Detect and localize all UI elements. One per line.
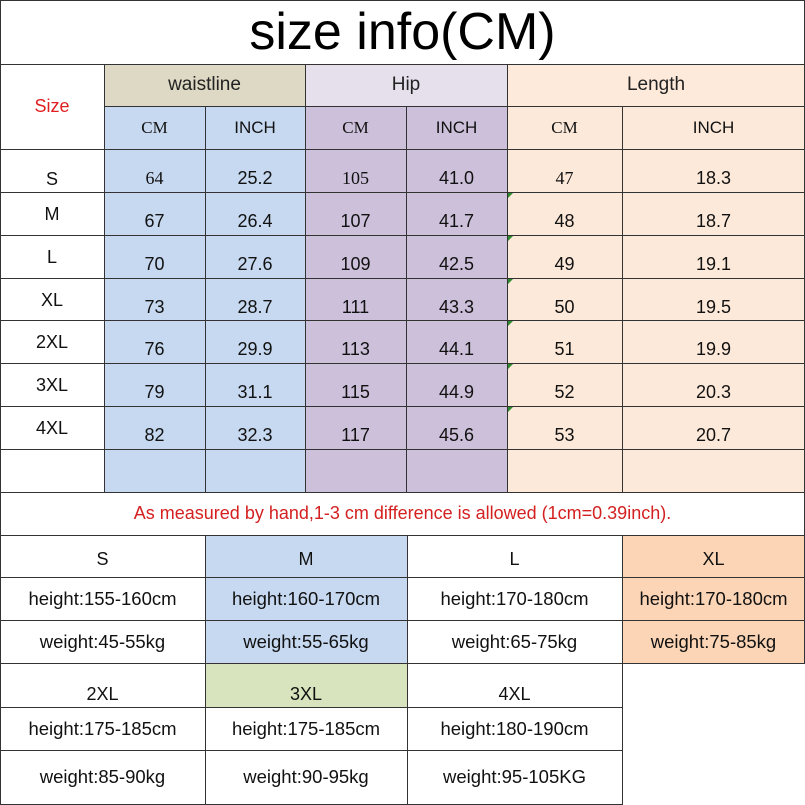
size-label: 4XL <box>35 418 69 438</box>
table-cell: 25.2 <box>237 168 273 188</box>
table-cell: 28.7 <box>237 296 273 317</box>
table-cell: 49 <box>554 254 575 274</box>
recommendation-weight: weight:90-95kg <box>243 766 369 787</box>
page-title: size info(CM) <box>249 3 556 61</box>
size-label: L <box>46 247 57 267</box>
table-cell: 32.3 <box>237 425 273 445</box>
table-cell: 113 <box>341 339 370 359</box>
table-cell: 44.1 <box>438 339 475 359</box>
size-label: S <box>45 169 58 189</box>
recommendation-weight: weight:75-85kg <box>650 630 777 652</box>
table-cell: 111 <box>341 296 370 317</box>
recommendation-weight: weight:85-90kg <box>39 766 166 787</box>
table-cell: 41.7 <box>438 211 475 231</box>
recommendation-size: L <box>509 548 520 569</box>
table-cell: 117 <box>341 425 370 445</box>
table-cell: 53 <box>554 425 575 445</box>
table-cell: 45.6 <box>438 425 475 445</box>
recommendation-height: height:180-190cm <box>440 717 589 739</box>
size-column-label: Size <box>34 96 70 116</box>
table-cell: 31.1 <box>237 382 273 402</box>
table-cell: 115 <box>341 382 370 402</box>
table-cell: 76 <box>144 339 165 359</box>
table-cell: 51 <box>554 339 575 359</box>
size-label: M <box>44 204 60 224</box>
table-cell: 107 <box>340 211 371 231</box>
table-cell: 20.3 <box>695 382 732 402</box>
recommendation-size: 4XL <box>498 683 531 704</box>
table-cell: 43.3 <box>438 296 475 317</box>
3xl-header-bg <box>205 663 407 707</box>
hip-header: Hip <box>391 74 421 95</box>
measurement-note: As measured by hand,1-3 cm difference is… <box>133 503 672 523</box>
unit-header: CM <box>342 117 369 137</box>
table-cell: 19.9 <box>695 339 732 359</box>
length-columns-bg <box>507 106 805 492</box>
recommendation-height: height:170-180cm <box>440 587 589 609</box>
recommendation-weight: weight:65-75kg <box>451 630 578 652</box>
recommendation-size: S <box>96 548 109 569</box>
table-cell: 79 <box>144 382 165 402</box>
table-cell: 26.4 <box>237 211 273 231</box>
table-cell: 18.3 <box>695 168 732 188</box>
size-label: 3XL <box>35 375 69 395</box>
recommendation-weight: weight:95-105KG <box>443 766 586 787</box>
recommendation-weight: weight:45-55kg <box>39 630 166 652</box>
table-cell: 52 <box>554 382 575 402</box>
xl-block-bg <box>622 535 805 663</box>
unit-header: INCH <box>692 117 735 137</box>
recommendation-size: M <box>298 548 314 569</box>
recommendation-height: height:155-160cm <box>28 587 177 609</box>
table-cell: 19.5 <box>695 296 732 317</box>
hip-header-bg <box>305 64 507 106</box>
table-cell: 105 <box>342 168 369 188</box>
table-cell: 73 <box>144 296 165 317</box>
unit-header: CM <box>141 117 168 137</box>
table-cell: 70 <box>144 254 165 274</box>
table-cell: 41.0 <box>438 168 475 188</box>
table-cell: 82 <box>144 425 165 445</box>
table-cell: 44.9 <box>438 382 475 402</box>
unit-header: INCH <box>435 117 478 137</box>
table-cell: 29.9 <box>237 339 273 359</box>
length-header: Length <box>626 74 686 95</box>
waistline-header-bg <box>104 64 305 106</box>
table-cell: 42.5 <box>438 254 475 274</box>
recommendation-weight: weight:55-65kg <box>243 630 369 652</box>
unit-header: INCH <box>234 117 276 137</box>
recommendation-size: 2XL <box>86 683 119 704</box>
size-label: XL <box>40 290 64 310</box>
table-cell: 64 <box>145 168 164 188</box>
table-cell: 18.7 <box>695 211 732 231</box>
recommendation-height: height:175-185cm <box>231 717 381 739</box>
table-cell: 48 <box>554 211 575 231</box>
waistline-header: waistline <box>168 74 241 95</box>
waistline-columns-bg <box>104 106 305 492</box>
recommendation-height: height:175-185cm <box>28 717 177 739</box>
recommendation-height: height:170-180cm <box>639 587 788 609</box>
table-cell: 19.1 <box>695 254 732 274</box>
unit-header: CM <box>551 117 578 137</box>
table-cell: 109 <box>340 254 371 274</box>
length-header-bg <box>507 64 805 106</box>
recommendation-size: XL <box>702 548 725 569</box>
table-cell: 67 <box>144 211 165 231</box>
table-cell: 50 <box>554 296 575 317</box>
table-cell: 47 <box>555 168 574 188</box>
table-cell: 27.6 <box>237 254 273 274</box>
recommendation-height: height:160-170cm <box>231 587 381 609</box>
recommendation-size: 3XL <box>289 683 323 704</box>
m-block-bg <box>205 535 407 663</box>
table-cell: 20.7 <box>695 425 732 445</box>
size-label: 2XL <box>35 332 69 352</box>
